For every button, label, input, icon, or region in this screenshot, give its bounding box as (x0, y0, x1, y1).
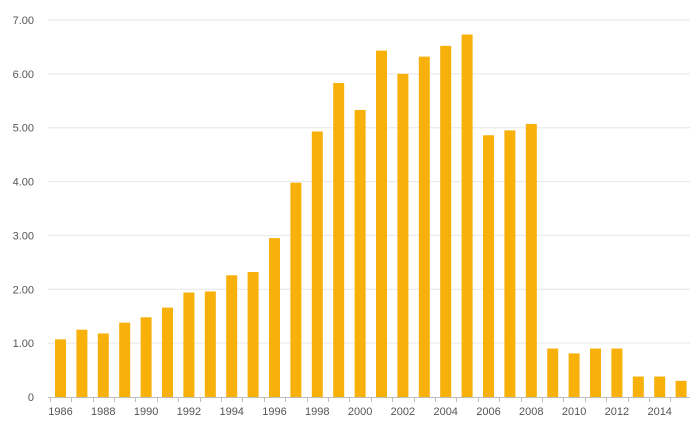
y-tick-label: 4.00 (13, 177, 34, 189)
y-tick-label: 7.00 (13, 15, 34, 27)
x-tick-label: 1986 (48, 406, 72, 418)
bars (55, 34, 687, 398)
bar-2012 (611, 348, 623, 397)
bar-1994 (226, 275, 238, 397)
x-tick-label: 1988 (91, 406, 115, 418)
bar-1997 (290, 182, 302, 397)
x-tick-label: 2008 (519, 406, 543, 418)
bar-1988 (97, 333, 109, 397)
x-tick-label: 1996 (262, 406, 286, 418)
bar-2006 (483, 135, 494, 398)
x-tick-label: 2004 (433, 406, 457, 418)
bar-2001 (376, 50, 387, 397)
bar-2011 (590, 348, 601, 397)
bar-1998 (311, 131, 323, 397)
bar-1986 (55, 339, 66, 397)
bar-2008 (525, 123, 537, 398)
x-tick-label: 2006 (476, 406, 500, 418)
bar-1990 (140, 317, 152, 397)
bar-2005 (461, 34, 473, 397)
x-tick-label: 1998 (305, 406, 329, 418)
bar-2003 (418, 56, 430, 397)
bar-1992 (183, 292, 195, 397)
y-tick-label: 3.00 (13, 230, 34, 242)
y-tick-label: 1.00 (13, 338, 34, 350)
bar-1991 (162, 307, 173, 397)
x-axis-tick-labels: 1986 1988 1990 1992 1994 1996 1998 2000 2002 2004… (48, 406, 672, 418)
bar-2009 (547, 348, 559, 397)
bar-2014 (654, 376, 666, 397)
bar-1995 (247, 272, 259, 397)
gridlines (48, 19, 690, 344)
bar-2010 (568, 353, 580, 397)
y-axis-tick-labels: 0 1.00 2.00 3.00 4.00 5.00 6.00 7.00 (13, 15, 34, 404)
x-tick-label: 2010 (562, 406, 586, 418)
x-axis (48, 397, 690, 402)
bar-1999 (333, 83, 345, 398)
y-tick-label: 2.00 (13, 284, 34, 296)
bar-2007 (504, 130, 516, 397)
x-tick-label: 1994 (219, 406, 243, 418)
y-tick-label: 6.00 (13, 69, 34, 81)
bar-2013 (632, 376, 644, 397)
bar-2000 (354, 109, 366, 397)
x-tick-label: 2002 (391, 406, 415, 418)
x-tick-label: 1992 (177, 406, 201, 418)
bar-2015 (675, 380, 687, 397)
x-tick-label: 2014 (647, 406, 671, 418)
bar-2002 (397, 73, 409, 397)
bar-1989 (119, 322, 131, 397)
bar-1993 (204, 291, 216, 397)
bar-2004 (440, 45, 452, 397)
x-tick-label: 2012 (605, 406, 629, 418)
x-tick-label: 1990 (134, 406, 158, 418)
x-tick-label: 2000 (348, 406, 372, 418)
y-tick-label: 5.00 (13, 123, 34, 135)
bar-1996 (269, 238, 280, 397)
y-tick-label: 0 (28, 392, 34, 404)
bar-1987 (76, 329, 88, 397)
